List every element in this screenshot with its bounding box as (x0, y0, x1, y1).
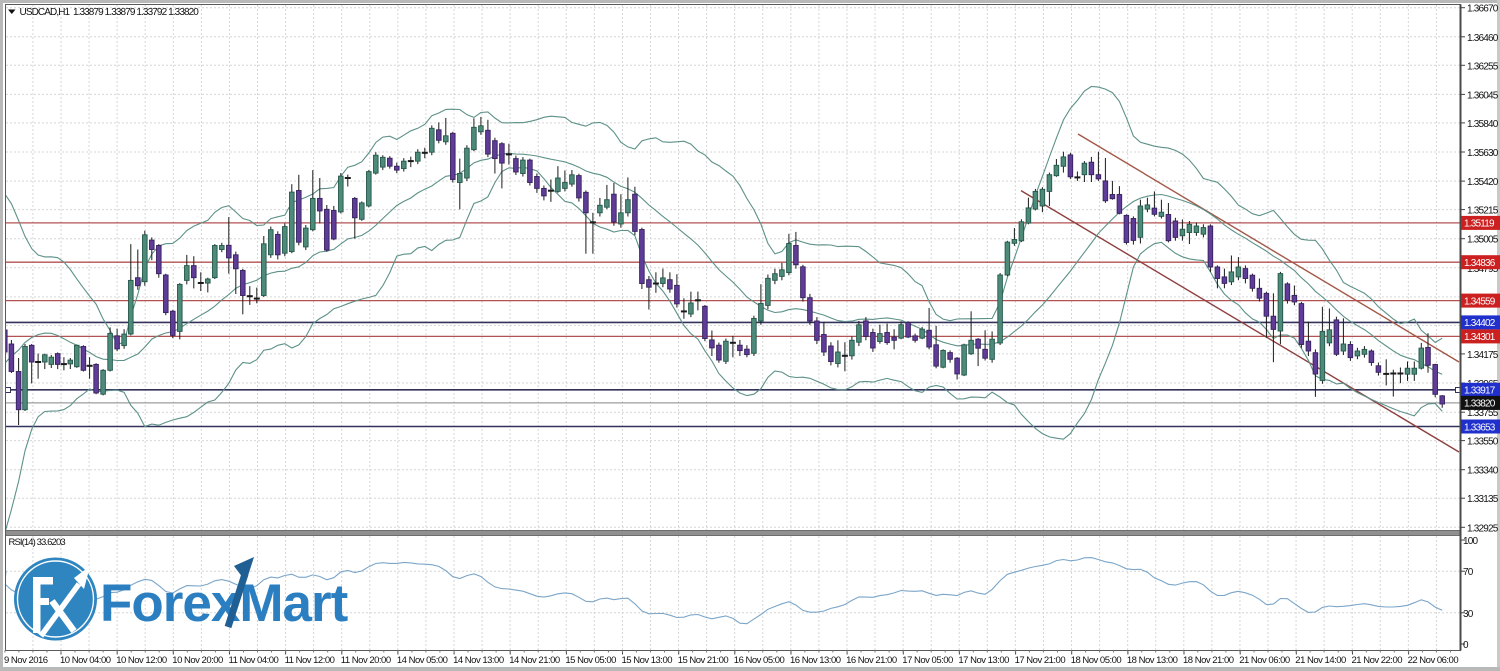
svg-text:22 Nov 06:00: 22 Nov 06:00 (1408, 655, 1459, 666)
svg-text:0: 0 (1463, 640, 1469, 651)
svg-text:1.34795: 1.34795 (1467, 264, 1499, 275)
svg-text:18 Nov 13:00: 18 Nov 13:00 (1127, 655, 1178, 666)
svg-text:100: 100 (1463, 536, 1479, 547)
svg-text:9 Nov 2016: 9 Nov 2016 (4, 655, 48, 666)
svg-text:10 Nov 04:00: 10 Nov 04:00 (60, 655, 111, 666)
svg-text:17 Nov 21:00: 17 Nov 21:00 (1015, 655, 1066, 666)
svg-text:10 Nov 12:00: 10 Nov 12:00 (116, 655, 167, 666)
svg-text:1.33550: 1.33550 (1467, 437, 1499, 448)
svg-text:1.34836: 1.34836 (1464, 258, 1496, 269)
svg-text:15 Nov 05:00: 15 Nov 05:00 (565, 655, 616, 666)
svg-text:1.33755: 1.33755 (1467, 408, 1499, 419)
svg-text:15 Nov 13:00: 15 Nov 13:00 (622, 655, 673, 666)
svg-text:1.33653: 1.33653 (1464, 422, 1496, 433)
svg-text:21 Nov 22:00: 21 Nov 22:00 (1352, 655, 1403, 666)
svg-text:15 Nov 21:00: 15 Nov 21:00 (678, 655, 729, 666)
svg-text:1.35420: 1.35420 (1467, 177, 1499, 188)
svg-text:1.35005: 1.35005 (1467, 235, 1499, 246)
svg-text:RSI(14) 33.6203: RSI(14) 33.6203 (9, 537, 66, 548)
svg-text:1.36045: 1.36045 (1467, 90, 1499, 101)
svg-text:1.35840: 1.35840 (1467, 119, 1499, 130)
svg-text:18 Nov 05:00: 18 Nov 05:00 (1071, 655, 1122, 666)
svg-text:21 Nov 14:00: 21 Nov 14:00 (1295, 655, 1346, 666)
svg-text:1.33820: 1.33820 (1464, 399, 1496, 410)
svg-text:17 Nov 05:00: 17 Nov 05:00 (902, 655, 953, 666)
svg-text:11 Nov 20:00: 11 Nov 20:00 (341, 655, 391, 666)
svg-text:16 Nov 21:00: 16 Nov 21:00 (846, 655, 897, 666)
svg-text:11 Nov 12:00: 11 Nov 12:00 (285, 655, 335, 666)
svg-text:16 Nov 13:00: 16 Nov 13:00 (790, 655, 841, 666)
svg-text:1.35630: 1.35630 (1467, 148, 1499, 159)
svg-text:17 Nov 13:00: 17 Nov 13:00 (958, 655, 1009, 666)
svg-text:11 Nov 04:00: 11 Nov 04:00 (229, 655, 279, 666)
svg-text:1.36460: 1.36460 (1467, 33, 1499, 44)
svg-text:ForexMart: ForexMart (100, 574, 348, 633)
svg-text:1.36670: 1.36670 (1467, 4, 1499, 15)
svg-text:16 Nov 05:00: 16 Nov 05:00 (734, 655, 785, 666)
svg-text:1.34402: 1.34402 (1464, 318, 1496, 329)
svg-text:1.34301: 1.34301 (1464, 332, 1496, 343)
svg-text:14 Nov 13:00: 14 Nov 13:00 (453, 655, 504, 666)
svg-text:1.34175: 1.34175 (1467, 350, 1499, 361)
svg-text:14 Nov 21:00: 14 Nov 21:00 (509, 655, 560, 666)
svg-text:1.35119: 1.35119 (1464, 219, 1495, 230)
svg-text:1.33340: 1.33340 (1467, 466, 1499, 477)
svg-text:USDCAD,H1 1.33879 1.33879 1.3: USDCAD,H1 1.33879 1.33879 1.33792 1.3382… (20, 7, 200, 18)
svg-text:30: 30 (1463, 609, 1474, 620)
svg-text:1.32925: 1.32925 (1467, 523, 1499, 534)
svg-text:1.33135: 1.33135 (1467, 494, 1499, 505)
svg-text:10 Nov 20:00: 10 Nov 20:00 (172, 655, 223, 666)
svg-text:1.33917: 1.33917 (1464, 386, 1496, 397)
svg-text:21 Nov 06:00: 21 Nov 06:00 (1239, 655, 1290, 666)
svg-text:1.35215: 1.35215 (1467, 206, 1499, 217)
svg-text:1.36255: 1.36255 (1467, 61, 1499, 72)
svg-text:18 Nov 21:00: 18 Nov 21:00 (1183, 655, 1234, 666)
svg-text:14 Nov 05:00: 14 Nov 05:00 (397, 655, 448, 666)
svg-text:1.34559: 1.34559 (1464, 296, 1496, 307)
svg-text:70: 70 (1463, 567, 1474, 578)
